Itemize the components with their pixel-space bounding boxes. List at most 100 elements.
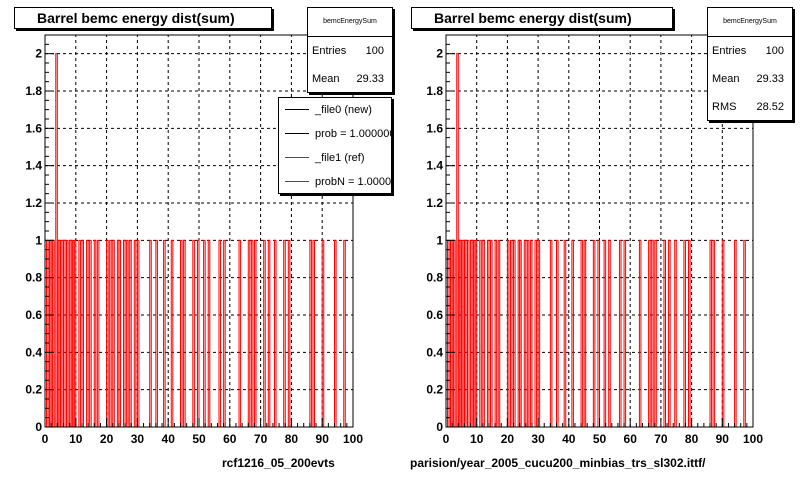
right-histogram-bar-40 <box>603 239 607 427</box>
left-histogram-title: Barrel bemc energy dist(sum) <box>14 7 272 29</box>
right-histogram-bar-28 <box>526 239 530 427</box>
left-histogram-bar-53 <box>309 239 312 427</box>
legend-entry-ref: _file1 (ref) <box>279 146 391 170</box>
right-x-tick-label-6: 60 <box>624 432 638 446</box>
left-y-tick-label-1: 0.2 <box>25 383 42 397</box>
left-histogram-bar-47 <box>253 239 257 427</box>
left-footer-filename: rcf1216_05_200evts <box>222 456 335 470</box>
right-histogram-bar-26 <box>519 239 522 427</box>
left-y-tick-label-8: 1.6 <box>25 121 42 135</box>
left-histogram-bar-34 <box>163 239 166 427</box>
right-histogram-bar-48 <box>663 239 667 427</box>
left-histogram-bar-51 <box>283 239 286 427</box>
legend-swatch-new <box>285 109 309 110</box>
right-x-tick-label-10: 100 <box>743 432 763 446</box>
left-histogram-bar-50 <box>273 239 277 427</box>
left-histogram-bar-27 <box>123 239 126 427</box>
left-histogram-bar-16 <box>78 239 81 427</box>
left-histogram-bar-11 <box>66 239 69 427</box>
left-y-tick-label-6: 1.2 <box>25 196 42 210</box>
left-histogram-bar-26 <box>118 239 121 427</box>
right-histogram-bar-49 <box>668 239 671 427</box>
left-legend: _file0 (new) prob = 1.000000 _file1 (ref… <box>278 97 392 194</box>
left-histogram-bar-55 <box>321 239 325 427</box>
left-y-tick-label-0: 0 <box>35 420 42 434</box>
legend-entry-prob: prob = 1.000000 <box>279 122 391 146</box>
left-y-tick-label-5: 1 <box>35 233 42 247</box>
right-histogram-bar-58 <box>456 53 459 427</box>
left-x-tick-label-4: 40 <box>162 432 176 446</box>
left-histogram-bar-43 <box>223 239 226 427</box>
left-histogram-bar-24 <box>112 239 115 427</box>
right-histogram-bar-37 <box>583 239 587 427</box>
right-histogram-bar-54 <box>712 239 716 427</box>
right-histogram-bar-57 <box>743 239 746 427</box>
right-histogram-bar-4 <box>453 239 456 427</box>
right-histogram-bar-42 <box>618 239 622 427</box>
right-x-tick-label-8: 80 <box>685 432 699 446</box>
left-histogram-bar-48 <box>263 239 266 427</box>
right-y-tick-label-4: 0.8 <box>426 271 443 285</box>
right-histogram-bar-19 <box>490 239 493 427</box>
left-histogram-bar-39 <box>196 239 200 427</box>
left-title-text: Barrel bemc energy dist(sum) <box>37 10 235 26</box>
left-x-tick-label-2: 20 <box>100 432 114 446</box>
legend-entry-probN: probN = 1.000000 <box>279 170 391 193</box>
right-histogram-bar-32 <box>549 239 553 427</box>
right-histogram-bar-50 <box>674 239 677 427</box>
right-histogram-bar-55 <box>721 239 725 427</box>
right-histogram-bar-16 <box>479 239 482 427</box>
right-y-tick-label-3: 0.6 <box>426 308 443 322</box>
left-x-tick-label-0: 0 <box>42 432 49 446</box>
left-histogram-bar-36 <box>180 239 183 427</box>
left-y-tick-label-2: 0.4 <box>25 345 42 359</box>
left-histogram-bar-37 <box>183 239 186 427</box>
left-histogram-bar-23 <box>109 239 112 427</box>
left-histogram-bar-31 <box>136 239 140 427</box>
left-histogram-bar-42 <box>218 239 222 427</box>
right-y-tick-label-2: 0.4 <box>426 345 443 359</box>
right-histogram-bar-29 <box>529 239 533 427</box>
right-histogram-bar-53 <box>709 239 713 427</box>
right-histogram-bar-20 <box>494 239 498 427</box>
right-histogram-bar-43 <box>623 239 627 427</box>
right-histogram-bar-44 <box>638 239 642 427</box>
left-x-tick-label-9: 90 <box>316 432 330 446</box>
left-histogram-bar-29 <box>129 239 132 427</box>
left-x-tick-label-10: 100 <box>343 432 363 446</box>
right-histogram-bar-33 <box>556 239 559 427</box>
right-histogram-bar-23 <box>509 239 513 427</box>
left-histogram-bar-20 <box>93 239 97 427</box>
right-histogram-bar-11 <box>466 239 470 427</box>
right-histogram-bar-52 <box>688 239 691 427</box>
right-histogram-bar-45 <box>648 239 651 427</box>
right-stats-box: bemcEnergySum Entries 100 Mean 29.33 RMS… <box>707 7 793 121</box>
right-histogram-bar-34 <box>563 239 567 427</box>
legend-swatch-prob <box>285 133 309 134</box>
left-histogram-bar-41 <box>207 239 211 427</box>
left-histogram-bar-21 <box>96 239 100 427</box>
left-x-tick-label-1: 10 <box>69 432 83 446</box>
left-stats-entries: Entries 100 <box>312 45 384 57</box>
right-histogram-title: Barrel bemc energy dist(sum) <box>411 7 673 29</box>
right-x-tick-label-3: 30 <box>531 432 545 446</box>
left-y-tick-label-9: 1.8 <box>25 84 42 98</box>
left-y-tick-label-4: 0.8 <box>25 271 42 285</box>
right-histogram-bar-17 <box>482 239 485 427</box>
right-stats-mean: Mean 29.33 <box>712 73 784 85</box>
right-histogram-bar-38 <box>592 239 596 427</box>
left-histogram-bar-52 <box>287 239 291 427</box>
right-histogram-bar-22 <box>506 239 510 427</box>
right-footer-path: parision/year_2005_cucu200_minbias_trs_s… <box>410 456 706 470</box>
left-histogram-bar-15 <box>73 239 77 427</box>
left-y-tick-label-3: 0.6 <box>25 308 42 322</box>
left-y-tick-label-7: 1.4 <box>25 159 42 173</box>
right-histogram-bar-30 <box>534 239 538 427</box>
left-stats-mean: Mean 29.33 <box>312 73 384 85</box>
left-x-tick-label-6: 60 <box>223 432 237 446</box>
left-y-tick-label-10: 2 <box>35 47 42 61</box>
left-x-tick-label-8: 80 <box>285 432 299 446</box>
left-x-tick-label-5: 50 <box>192 432 206 446</box>
right-stats-rms: RMS 28.52 <box>712 101 784 113</box>
right-stats-entries: Entries 100 <box>712 45 784 57</box>
